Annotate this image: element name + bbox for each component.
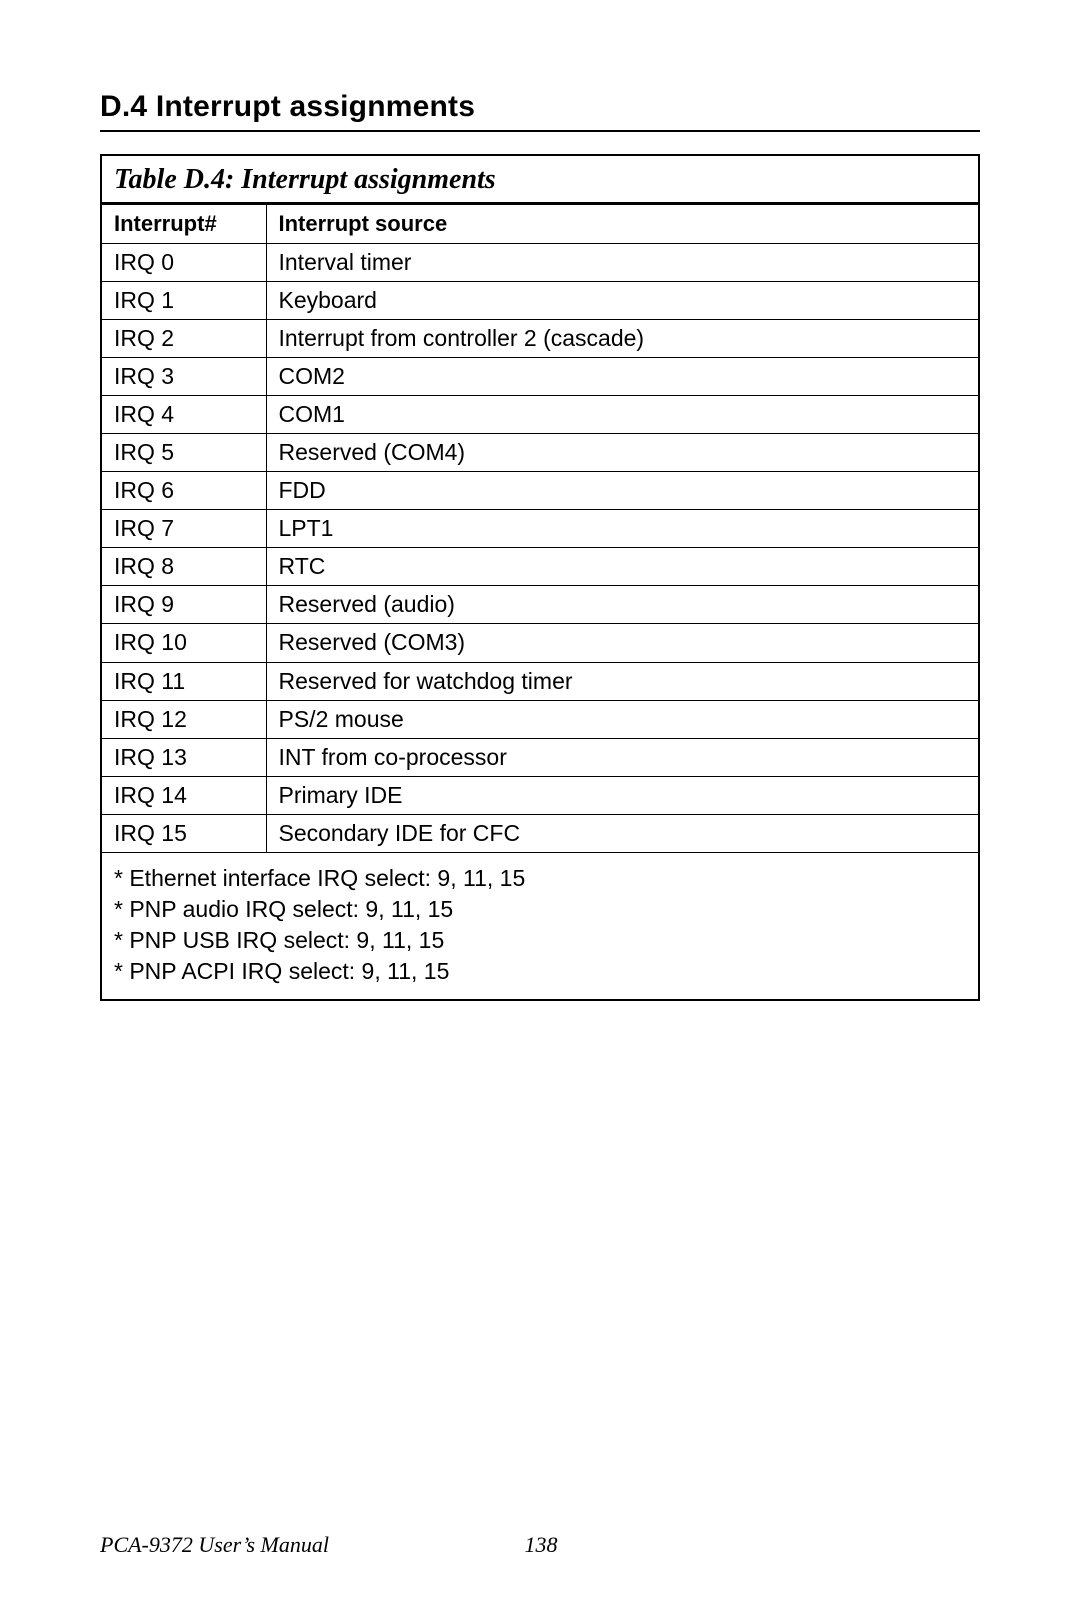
table-row: IRQ 6FDD	[101, 472, 979, 510]
cell-source: PS/2 mouse	[266, 700, 979, 738]
cell-source: Primary IDE	[266, 776, 979, 814]
cell-source: FDD	[266, 472, 979, 510]
cell-source: RTC	[266, 548, 979, 586]
cell-irq: IRQ 1	[101, 282, 266, 320]
cell-source: Interrupt from controller 2 (cascade)	[266, 320, 979, 358]
cell-source: LPT1	[266, 510, 979, 548]
cell-irq: IRQ 14	[101, 776, 266, 814]
table-row: IRQ 15Secondary IDE for CFC	[101, 814, 979, 852]
table-row: IRQ 8RTC	[101, 548, 979, 586]
table-body: IRQ 0Interval timerIRQ 1KeyboardIRQ 2Int…	[101, 244, 979, 1000]
table-row: IRQ 4COM1	[101, 396, 979, 434]
cell-irq: IRQ 3	[101, 358, 266, 396]
table-notes-row: * Ethernet interface IRQ select: 9, 11, …	[101, 852, 979, 1000]
table-row: IRQ 14Primary IDE	[101, 776, 979, 814]
table-row: IRQ 1Keyboard	[101, 282, 979, 320]
cell-irq: IRQ 11	[101, 662, 266, 700]
cell-source: Reserved (COM3)	[266, 624, 979, 662]
page-number: 138	[524, 1532, 557, 1558]
table-row: IRQ 10Reserved (COM3)	[101, 624, 979, 662]
col-header-irq: Interrupt#	[101, 204, 266, 244]
table-row: IRQ 5Reserved (COM4)	[101, 434, 979, 472]
table-row: IRQ 9Reserved (audio)	[101, 586, 979, 624]
heading-rule	[100, 130, 980, 132]
table-caption: Table D.4: Interrupt assignments	[100, 154, 980, 203]
table-row: IRQ 11Reserved for watchdog timer	[101, 662, 979, 700]
table-row: IRQ 13INT from co-processor	[101, 738, 979, 776]
table-note: * Ethernet interface IRQ select: 9, 11, …	[114, 863, 966, 894]
table-row: IRQ 7LPT1	[101, 510, 979, 548]
table-note: * PNP ACPI IRQ select: 9, 11, 15	[114, 956, 966, 987]
cell-source: Interval timer	[266, 244, 979, 282]
table-note: * PNP USB IRQ select: 9, 11, 15	[114, 925, 966, 956]
cell-source: Reserved (audio)	[266, 586, 979, 624]
table-row: IRQ 0Interval timer	[101, 244, 979, 282]
table-note: * PNP audio IRQ select: 9, 11, 15	[114, 894, 966, 925]
cell-irq: IRQ 2	[101, 320, 266, 358]
cell-source: COM2	[266, 358, 979, 396]
table-row: IRQ 2Interrupt from controller 2 (cascad…	[101, 320, 979, 358]
cell-irq: IRQ 10	[101, 624, 266, 662]
section-heading: D.4 Interrupt assignments	[100, 90, 980, 124]
col-header-source: Interrupt source	[266, 204, 979, 244]
cell-irq: IRQ 13	[101, 738, 266, 776]
cell-irq: IRQ 7	[101, 510, 266, 548]
cell-source: Keyboard	[266, 282, 979, 320]
cell-irq: IRQ 6	[101, 472, 266, 510]
irq-table: Table D.4: Interrupt assignments Interru…	[100, 154, 980, 1001]
page: D.4 Interrupt assignments Table D.4: Int…	[0, 0, 1080, 1618]
cell-source: Reserved for watchdog timer	[266, 662, 979, 700]
manual-title: PCA-9372 User’s Manual	[100, 1532, 329, 1557]
cell-source: Reserved (COM4)	[266, 434, 979, 472]
page-footer: PCA-9372 User’s Manual 138	[100, 1532, 557, 1558]
cell-irq: IRQ 9	[101, 586, 266, 624]
table-header-row: Interrupt# Interrupt source	[101, 204, 979, 244]
cell-source: COM1	[266, 396, 979, 434]
cell-irq: IRQ 4	[101, 396, 266, 434]
table-row: IRQ 3COM2	[101, 358, 979, 396]
table-notes-cell: * Ethernet interface IRQ select: 9, 11, …	[101, 852, 979, 1000]
cell-irq: IRQ 0	[101, 244, 266, 282]
cell-irq: IRQ 15	[101, 814, 266, 852]
table-row: IRQ 12PS/2 mouse	[101, 700, 979, 738]
cell-source: INT from co-processor	[266, 738, 979, 776]
cell-irq: IRQ 8	[101, 548, 266, 586]
cell-irq: IRQ 12	[101, 700, 266, 738]
cell-irq: IRQ 5	[101, 434, 266, 472]
cell-source: Secondary IDE for CFC	[266, 814, 979, 852]
